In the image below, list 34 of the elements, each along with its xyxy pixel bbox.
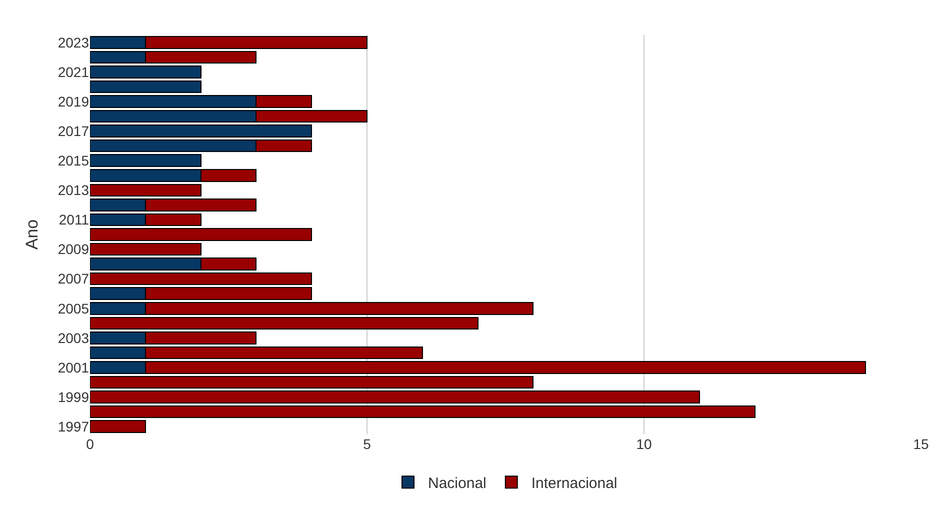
y-tick-label: 2015 (58, 152, 90, 169)
y-tick-label: 2021 (58, 64, 90, 80)
y-tick-label: 2011 (58, 212, 90, 228)
x-tick-label: 5 (363, 436, 372, 452)
bar (90, 154, 202, 168)
y-tick-label: 2019 (58, 93, 90, 110)
x-tick-label: 0 (86, 436, 94, 452)
bar (90, 405, 756, 418)
y-tick-label: 1997 (58, 418, 90, 435)
bar (90, 376, 534, 389)
bar (90, 242, 202, 256)
y-tick-label: 2023 (58, 34, 90, 50)
bar (90, 124, 312, 138)
y-tick-label: 2007 (58, 270, 90, 287)
bar (90, 184, 202, 197)
y-tick-label: 2001 (58, 359, 90, 376)
y-tick-label: 2017 (58, 122, 90, 139)
bar (90, 80, 202, 94)
bar (90, 390, 700, 404)
bar (90, 316, 478, 330)
bar (90, 420, 146, 434)
y-tick-label: 2003 (58, 330, 90, 346)
bar (90, 66, 202, 78)
y-tick-label: 2009 (58, 241, 90, 258)
legend-label: Internacional (531, 475, 618, 492)
y-axis-title: Ano (22, 219, 42, 250)
bar (90, 272, 312, 286)
y-tick-label: 2013 (58, 182, 90, 198)
y-tick-label: 2005 (58, 300, 90, 316)
legend-label: Nacional (428, 475, 486, 492)
x-tick-label: 10 (636, 436, 652, 452)
y-tick-label: 1999 (58, 388, 90, 405)
x-tick-label: 15 (913, 436, 929, 452)
bar (90, 228, 312, 241)
